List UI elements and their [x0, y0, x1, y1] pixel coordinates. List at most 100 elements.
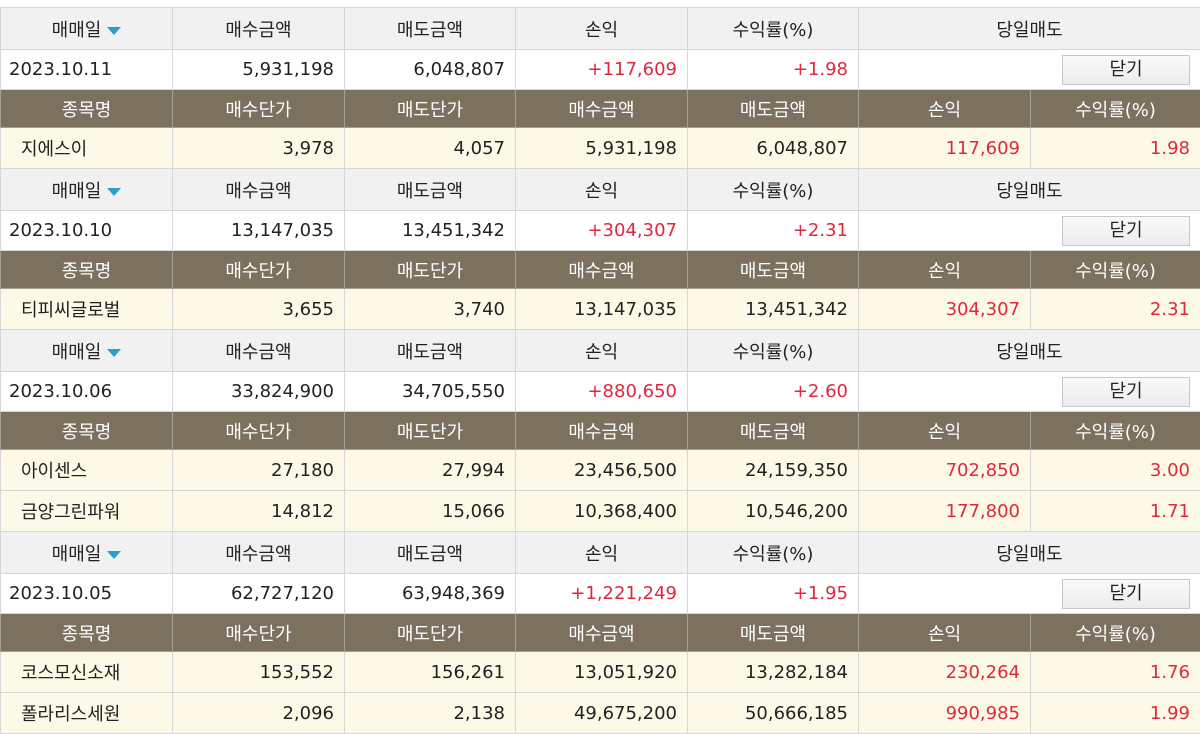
header-cell: 수익률(%): [687, 168, 859, 211]
sort-icon[interactable]: [107, 348, 122, 357]
item-cell: 177,800: [858, 490, 1031, 532]
item-value: 3.00: [1149, 459, 1190, 481]
table-body: 매매일 매수금액 매도금액 손익 수익률(%) 당일매도 2023.10.11 5,931,1…: [0, 7, 1200, 734]
column-header-cell: 수익률(%): [1030, 411, 1200, 450]
header-text: 매도금액: [396, 341, 464, 363]
stock-name: 코스모신소재: [21, 663, 121, 684]
header-cell: 당일매도: [858, 329, 1200, 372]
stock-name: 폴라리스세원: [21, 704, 121, 725]
item-row: 폴라리스세원 2,096 2,138 49,675,200 50,666,185 990,…: [0, 692, 1200, 734]
item-value: 14,812: [271, 500, 334, 522]
header-text: 매매일: [51, 19, 102, 41]
column-header: 매수단가: [225, 623, 292, 645]
summary-cell: +880,650: [515, 371, 688, 412]
header-row: 매매일 매수금액 매도금액 손익 수익률(%) 당일매도: [0, 531, 1200, 574]
column-header: 매도금액: [739, 421, 807, 443]
header-text: 매매일: [51, 180, 102, 202]
summary-cell: 2023.10.10: [0, 210, 173, 251]
item-value: 10,546,200: [744, 500, 848, 522]
item-cell: 1.76: [1030, 651, 1200, 693]
close-button[interactable]: 닫기: [1062, 54, 1190, 85]
item-cell: 13,451,342: [687, 288, 859, 330]
column-header-row: 종목명 매수단가 매도단가 매수금액 매도금액 손익 수익률(%): [0, 250, 1200, 289]
item-value: 117,609: [945, 137, 1020, 159]
summary-rate: +1.95: [792, 583, 848, 604]
close-button[interactable]: 닫기: [1062, 376, 1190, 407]
column-header: 수익률(%): [1075, 421, 1156, 443]
summary-cell: +2.31: [687, 210, 859, 251]
header-text: 손익: [584, 19, 619, 41]
item-cell: 24,159,350: [687, 449, 859, 491]
item-cell: 1.99: [1030, 692, 1200, 734]
column-header: 매도단가: [396, 623, 464, 645]
summary-cell: 63,948,369: [344, 573, 516, 614]
header-text: 매수금액: [225, 19, 292, 41]
header-text: 수익률(%): [732, 341, 814, 363]
item-value: 23,456,500: [573, 459, 677, 481]
sort-icon[interactable]: [107, 26, 122, 35]
item-cell: 1.71: [1030, 490, 1200, 532]
item-cell: 폴라리스세원: [0, 692, 173, 734]
summary-sell: 34,705,550: [401, 381, 505, 402]
summary-profit: +117,609: [587, 59, 677, 80]
item-value: 50,666,185: [744, 702, 848, 724]
column-header-cell: 매도단가: [344, 89, 516, 128]
item-value: 5,931,198: [585, 137, 677, 159]
header-cell: 매도금액: [344, 329, 516, 372]
item-row: 코스모신소재 153,552 156,261 13,051,920 13,282,184…: [0, 651, 1200, 693]
column-header-cell: 수익률(%): [1030, 89, 1200, 128]
summary-profit: +880,650: [587, 381, 677, 402]
sort-icon[interactable]: [107, 550, 122, 559]
header-cell: 매매일: [0, 168, 173, 211]
item-value: 49,675,200: [573, 702, 677, 724]
item-cell: 14,812: [172, 490, 345, 532]
header-row: 매매일 매수금액 매도금액 손익 수익률(%) 당일매도: [0, 168, 1200, 211]
summary-cell: 33,824,900: [172, 371, 345, 412]
column-header: 매수금액: [568, 623, 635, 645]
header-text: 당일매도: [996, 543, 1063, 565]
item-cell: 아이센스: [0, 449, 173, 491]
item-cell: 304,307: [858, 288, 1031, 330]
column-header: 종목명: [61, 421, 112, 443]
header-text: 매매일: [51, 543, 102, 565]
summary-row: 2023.10.10 13,147,035 13,451,342 +304,307 +2…: [0, 210, 1200, 251]
column-header: 매도단가: [396, 99, 464, 121]
item-row: 금양그린파워 14,812 15,066 10,368,400 10,546,200 17…: [0, 490, 1200, 532]
item-value: 1.98: [1149, 137, 1190, 159]
header-cell: 수익률(%): [687, 329, 859, 372]
summary-date: 2023.10.06: [9, 381, 113, 402]
column-header-cell: 매수단가: [172, 89, 345, 128]
column-header-cell: 매수금액: [515, 411, 688, 450]
column-header: 매수단가: [225, 421, 292, 443]
close-button[interactable]: 닫기: [1062, 578, 1190, 609]
summary-buy: 5,931,198: [242, 59, 334, 80]
item-cell: 702,850: [858, 449, 1031, 491]
header-cell: 매매일: [0, 531, 173, 574]
column-header-cell: 매수금액: [515, 250, 688, 289]
header-cell: 수익률(%): [687, 531, 859, 574]
item-value: 702,850: [945, 459, 1020, 481]
item-cell: 10,546,200: [687, 490, 859, 532]
column-header: 매도단가: [396, 421, 464, 443]
header-cell: 매매일: [0, 7, 173, 50]
column-header-cell: 매도단가: [344, 411, 516, 450]
item-cell: 153,552: [172, 651, 345, 693]
item-cell: 990,985: [858, 692, 1031, 734]
item-cell: 23,456,500: [515, 449, 688, 491]
header-cell: 매수금액: [172, 531, 345, 574]
stock-name: 지에스이: [21, 139, 88, 160]
column-header-cell: 종목명: [0, 613, 173, 652]
close-button[interactable]: 닫기: [1062, 215, 1190, 246]
column-header-cell: 종목명: [0, 250, 173, 289]
header-text: 수익률(%): [732, 180, 814, 202]
column-header: 손익: [927, 99, 962, 121]
item-cell: 3,978: [172, 127, 345, 169]
item-value: 6,048,807: [756, 137, 848, 159]
column-header: 매수단가: [225, 260, 292, 282]
column-header: 매도금액: [739, 99, 807, 121]
sort-icon[interactable]: [107, 187, 122, 196]
column-header-cell: 손익: [858, 250, 1031, 289]
summary-cell: +2.60: [687, 371, 859, 412]
item-cell: 6,048,807: [687, 127, 859, 169]
